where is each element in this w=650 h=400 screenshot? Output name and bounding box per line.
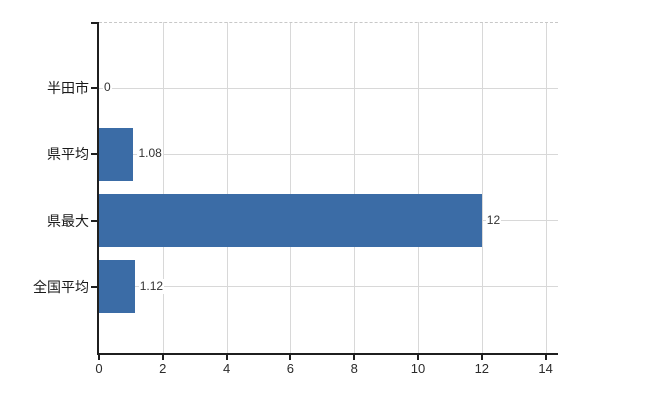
- bar-value-label: 1.12: [138, 278, 165, 294]
- x-axis-tick-label: 2: [159, 361, 167, 376]
- gridline-vertical: [162, 22, 164, 353]
- gridline-vertical: [290, 22, 292, 353]
- x-axis-tick-label: 12: [474, 361, 490, 376]
- x-axis-line: [97, 353, 558, 355]
- x-axis-tick: [289, 355, 292, 360]
- x-axis-tick: [480, 355, 483, 360]
- y-axis-tick: [91, 219, 97, 222]
- x-axis-tick: [544, 355, 547, 360]
- x-axis-tick: [417, 355, 419, 360]
- x-axis-tick: [161, 355, 164, 360]
- x-axis-tick-label: 8: [350, 361, 358, 376]
- x-axis-tick: [98, 355, 100, 360]
- gridline-vertical: [418, 22, 419, 353]
- x-axis-tick-label: 14: [538, 361, 553, 376]
- gridline-vertical: [481, 22, 483, 353]
- plot-top-border: [99, 22, 558, 23]
- y-axis-category-label: 県平均: [47, 146, 89, 163]
- bar-value-label: 1.08: [137, 146, 163, 162]
- y-axis-line: [97, 22, 99, 355]
- y-axis-category-label: 半田市: [47, 80, 89, 97]
- y-axis-tick: [91, 87, 97, 90]
- gridline-vertical: [226, 22, 228, 353]
- bar: [99, 127, 134, 181]
- gridline-vertical: [354, 22, 356, 353]
- x-axis-tick-label: 10: [410, 361, 426, 376]
- gridline-horizontal: [99, 87, 558, 89]
- x-axis-tick: [225, 355, 228, 360]
- gridline-horizontal: [99, 286, 558, 288]
- x-axis-tick-label: 0: [95, 361, 103, 376]
- y-axis-category-label: 県最大: [47, 212, 89, 229]
- bar: [99, 260, 135, 314]
- y-axis-tick: [91, 153, 97, 156]
- x-axis-tick-label: 6: [286, 361, 294, 376]
- bar-value-label: 12: [485, 212, 502, 228]
- y-axis-category-label: 全国平均: [33, 278, 89, 295]
- y-axis-tick: [91, 285, 97, 288]
- bar: [99, 194, 482, 248]
- x-axis-tick-label: 4: [222, 361, 231, 376]
- gridline-vertical: [545, 22, 547, 353]
- bar-value-label: 0: [103, 80, 112, 96]
- y-axis-end-tick: [91, 22, 97, 24]
- gridline-horizontal: [99, 153, 558, 155]
- x-axis-tick: [353, 355, 356, 360]
